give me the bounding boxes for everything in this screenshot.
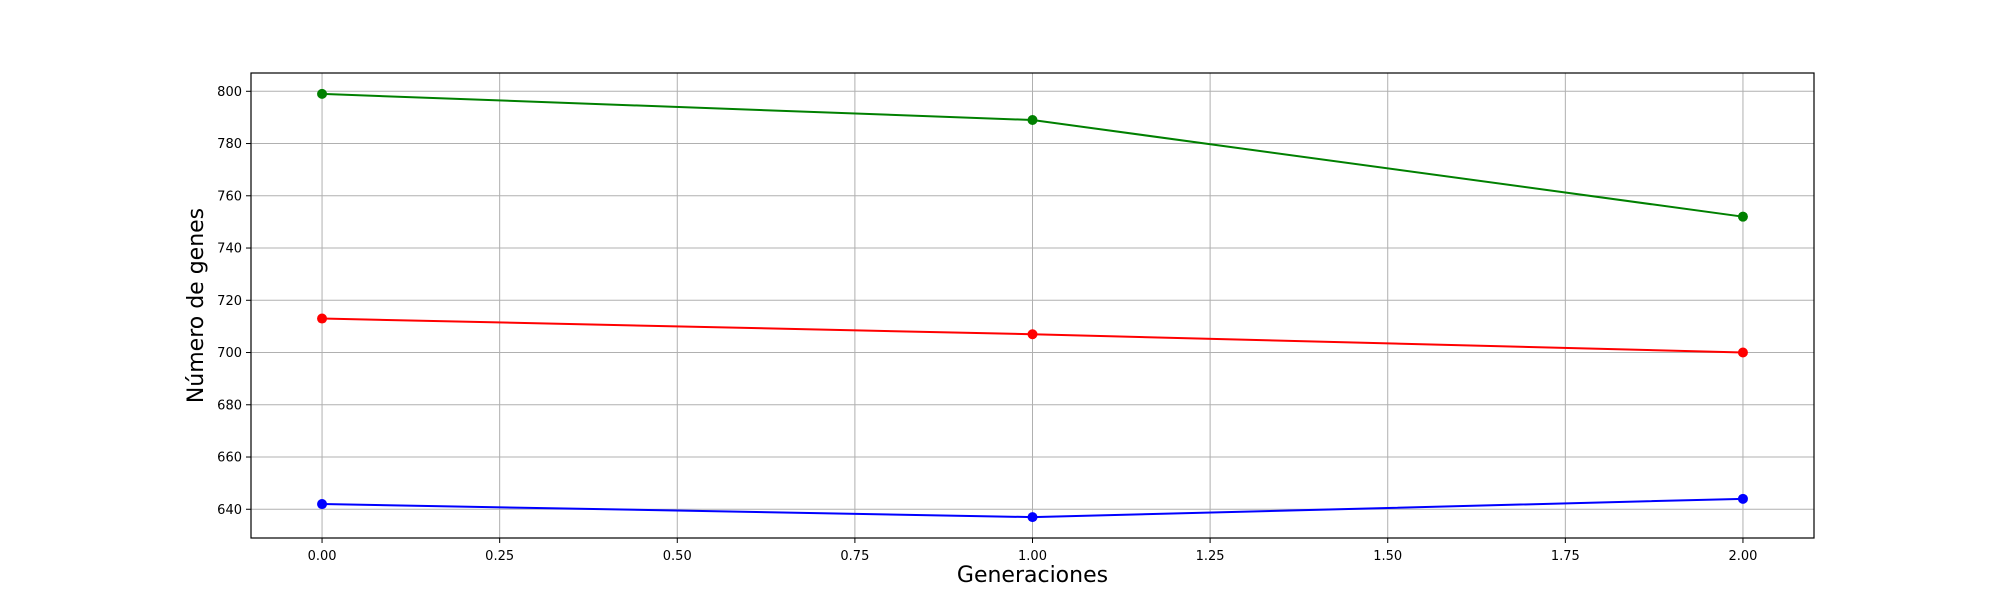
x-tick-label: 0.75 bbox=[840, 549, 869, 564]
x-axis-ticks: 0.00 0.25 0.50 0.75 1.00 1.25 1.50 1.75 2.00 bbox=[308, 538, 1757, 564]
data-point bbox=[1737, 493, 1748, 504]
series-1 bbox=[317, 88, 1748, 222]
x-tick-label: 1.00 bbox=[1018, 549, 1047, 564]
x-tick-label: 1.25 bbox=[1196, 549, 1225, 564]
y-tick-label: 780 bbox=[217, 137, 242, 152]
y-tick-label: 700 bbox=[217, 346, 242, 361]
x-tick-label: 0.00 bbox=[308, 549, 337, 564]
vertical-grid-lines bbox=[321, 73, 1744, 538]
y-tick-label: 760 bbox=[217, 189, 242, 204]
data-point bbox=[1737, 211, 1748, 222]
data-point bbox=[317, 313, 328, 324]
data-point bbox=[1737, 347, 1748, 358]
y-tick-label: 720 bbox=[217, 294, 242, 309]
data-point bbox=[317, 499, 328, 510]
data-point bbox=[1027, 512, 1038, 523]
y-tick-label: 680 bbox=[217, 398, 242, 413]
y-axis-ticks: 640 660 680 700 720 740 760 780 800 bbox=[217, 85, 251, 518]
y-tick-label: 800 bbox=[217, 85, 242, 100]
x-axis-label: Generaciones bbox=[957, 563, 1108, 588]
series-3 bbox=[317, 493, 1748, 523]
x-tick-label: 1.50 bbox=[1373, 549, 1402, 564]
x-tick-label: 2.00 bbox=[1728, 549, 1757, 564]
series-2 bbox=[317, 313, 1748, 358]
x-tick-label: 0.50 bbox=[663, 549, 692, 564]
series-layer bbox=[317, 88, 1748, 523]
data-point bbox=[1027, 115, 1038, 126]
y-tick-label: 640 bbox=[217, 503, 242, 518]
x-tick-label: 0.25 bbox=[485, 549, 514, 564]
data-point bbox=[1027, 329, 1038, 340]
y-tick-label: 740 bbox=[217, 242, 242, 257]
x-tick-label: 1.75 bbox=[1551, 549, 1580, 564]
data-point bbox=[317, 88, 328, 99]
horizontal-grid-lines bbox=[251, 90, 1814, 510]
y-axis-label: Número de genes bbox=[184, 208, 209, 403]
y-tick-label: 660 bbox=[217, 451, 242, 466]
